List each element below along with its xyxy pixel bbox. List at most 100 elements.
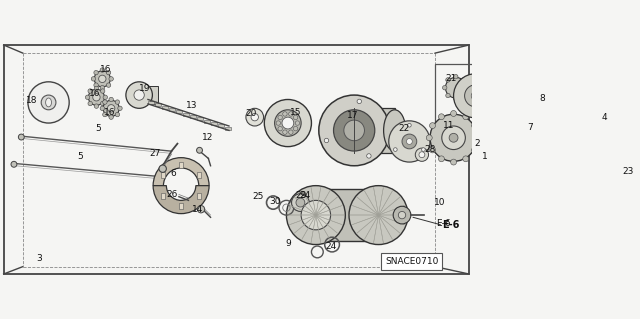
Bar — [155, 103, 161, 106]
Text: 8: 8 — [540, 93, 545, 102]
Ellipse shape — [94, 83, 99, 87]
Ellipse shape — [289, 130, 293, 134]
Ellipse shape — [472, 147, 477, 153]
Ellipse shape — [276, 121, 280, 125]
Text: 16: 16 — [99, 65, 111, 74]
Ellipse shape — [481, 148, 486, 154]
Ellipse shape — [394, 148, 397, 152]
Ellipse shape — [586, 160, 593, 167]
Ellipse shape — [94, 104, 99, 108]
Ellipse shape — [426, 135, 432, 141]
Ellipse shape — [429, 147, 435, 153]
Ellipse shape — [319, 95, 390, 166]
Ellipse shape — [408, 123, 412, 127]
Ellipse shape — [282, 117, 294, 129]
Text: 4: 4 — [602, 113, 607, 122]
Ellipse shape — [293, 126, 298, 131]
Ellipse shape — [264, 100, 312, 147]
Text: 11: 11 — [443, 121, 454, 130]
Ellipse shape — [522, 122, 525, 126]
Ellipse shape — [515, 100, 539, 124]
Ellipse shape — [28, 82, 69, 123]
Ellipse shape — [283, 130, 287, 134]
Ellipse shape — [92, 77, 96, 81]
Ellipse shape — [283, 112, 287, 116]
Ellipse shape — [94, 70, 99, 75]
Ellipse shape — [383, 110, 406, 151]
Bar — [139, 86, 157, 104]
Text: 5: 5 — [95, 124, 100, 133]
Ellipse shape — [251, 114, 259, 121]
Ellipse shape — [442, 126, 465, 150]
Text: 14: 14 — [193, 205, 204, 214]
Ellipse shape — [115, 112, 120, 117]
Bar — [190, 115, 196, 118]
Text: 16: 16 — [104, 108, 115, 116]
Ellipse shape — [538, 110, 541, 114]
Ellipse shape — [100, 68, 104, 72]
Text: 12: 12 — [202, 133, 213, 142]
Ellipse shape — [115, 100, 120, 104]
Bar — [476, 79, 520, 113]
Ellipse shape — [442, 85, 447, 90]
Bar — [354, 108, 395, 152]
Ellipse shape — [402, 134, 417, 149]
Bar — [161, 193, 166, 199]
Ellipse shape — [461, 93, 466, 98]
Ellipse shape — [569, 174, 575, 180]
Ellipse shape — [451, 159, 456, 165]
Ellipse shape — [536, 103, 539, 107]
Ellipse shape — [393, 206, 411, 224]
Ellipse shape — [476, 144, 491, 159]
Ellipse shape — [94, 71, 111, 87]
Ellipse shape — [45, 98, 51, 107]
Text: 7: 7 — [527, 123, 533, 132]
Text: 19: 19 — [138, 84, 150, 93]
Text: 5: 5 — [77, 152, 83, 161]
Ellipse shape — [445, 78, 450, 82]
Ellipse shape — [103, 100, 119, 116]
Text: SNACE0710: SNACE0710 — [385, 257, 438, 266]
Ellipse shape — [536, 117, 539, 121]
Ellipse shape — [126, 82, 152, 108]
Ellipse shape — [88, 101, 92, 106]
Ellipse shape — [106, 83, 111, 87]
Ellipse shape — [85, 95, 90, 100]
Bar — [596, 130, 621, 197]
Ellipse shape — [398, 211, 406, 219]
Text: 27: 27 — [150, 150, 161, 159]
Ellipse shape — [333, 110, 375, 151]
Ellipse shape — [422, 148, 425, 152]
Ellipse shape — [580, 182, 586, 188]
Ellipse shape — [93, 93, 100, 101]
Ellipse shape — [419, 152, 425, 158]
Bar — [179, 203, 183, 209]
Ellipse shape — [246, 108, 264, 126]
Ellipse shape — [430, 114, 477, 161]
Ellipse shape — [626, 173, 636, 183]
Ellipse shape — [438, 114, 444, 120]
Ellipse shape — [454, 74, 458, 79]
Text: 18: 18 — [26, 96, 37, 106]
Ellipse shape — [522, 98, 525, 102]
Text: 26: 26 — [166, 190, 178, 199]
Bar — [316, 189, 378, 241]
Text: 25: 25 — [253, 192, 264, 201]
Bar — [161, 172, 166, 178]
Text: 24: 24 — [326, 242, 337, 251]
Text: 3: 3 — [36, 254, 42, 263]
Ellipse shape — [605, 174, 611, 180]
Ellipse shape — [461, 78, 466, 82]
Ellipse shape — [357, 99, 362, 104]
Text: 15: 15 — [289, 108, 301, 116]
Wedge shape — [537, 118, 590, 209]
Text: E-6: E-6 — [436, 219, 451, 228]
Ellipse shape — [295, 121, 300, 125]
Ellipse shape — [594, 182, 600, 188]
Ellipse shape — [293, 115, 298, 120]
Ellipse shape — [109, 77, 113, 81]
Ellipse shape — [594, 140, 600, 145]
Ellipse shape — [108, 105, 115, 112]
Ellipse shape — [465, 85, 469, 90]
Ellipse shape — [109, 97, 113, 102]
